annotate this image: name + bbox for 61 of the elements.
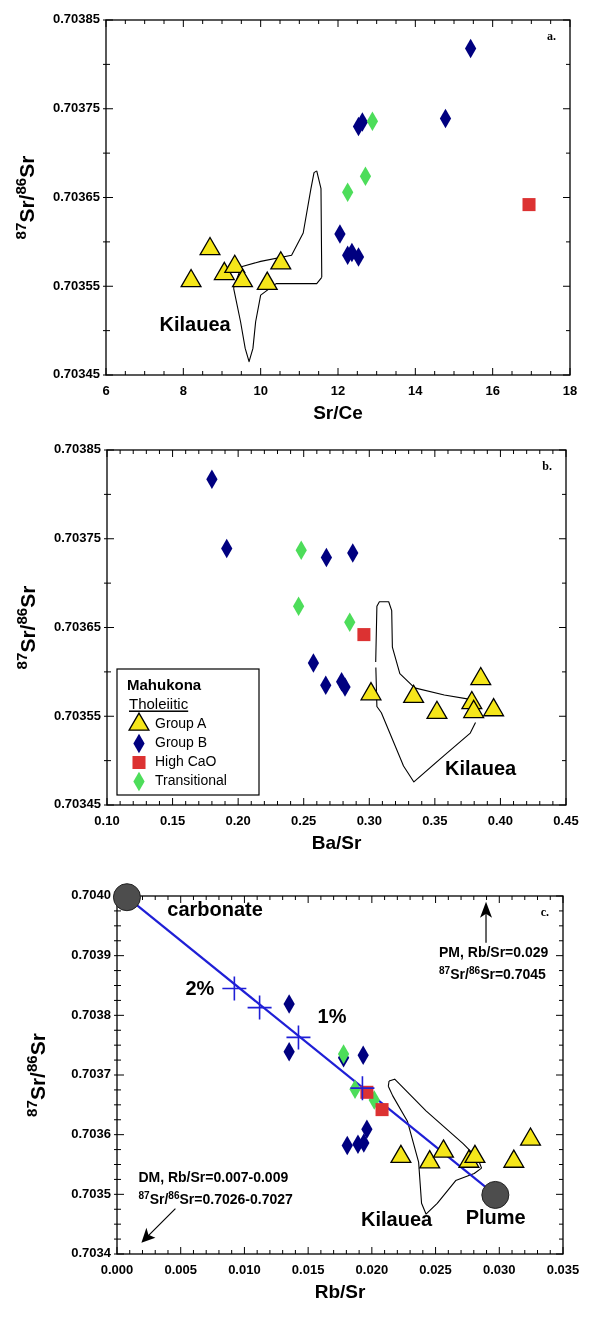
y-tick-label: 0.70345 [54,796,101,812]
annotation: Kilauea [361,1207,434,1230]
annotation: PM, Rb/Sr=0.029 $^{87}$Sr/$^{86}$Sr=0.7045 [439,943,549,982]
x-tick-label: 8 [179,383,187,398]
y-tick-label: 0.70385 [54,441,101,457]
x-tick-label: 0.025 [419,1262,452,1277]
x-tick-label: 0.25 [291,813,317,828]
y-tick-label: 0.70365 [54,618,101,634]
legend-label: High CaO [155,753,217,770]
x-tick-label: 0.005 [164,1262,197,1277]
annotation: Plume [465,1206,526,1229]
x-tick-label: 0.40 [487,813,514,828]
annotation: Kilauea [159,313,232,336]
y-tick-label: 0.7040 [71,887,111,903]
y-tick-label: 0.7036 [71,1126,111,1142]
x-axis-title: Sr/Ce [313,402,363,423]
legend-label: Group A [155,715,208,732]
x-axis-title: Rb/Sr [314,1281,366,1302]
y-tick-label: 0.7038 [71,1006,111,1022]
x-tick-label: 0.15 [159,813,186,828]
x-tick-label: 0.020 [355,1262,389,1277]
x-tick-label: 14 [408,383,424,398]
annotation: DM, Rb/Sr=0.007-0.009 $^{87}$Sr/$^{86}$Sr=0.7026-0.7027 [138,1168,294,1207]
y-tick-label: 0.7037 [71,1066,111,1082]
x-tick-label: 10 [253,383,268,398]
legend-label: Transitional [155,772,227,789]
y-tick-label: 0.7035 [71,1185,111,1201]
y-tick-label: 0.70375 [53,100,100,116]
y-tick-label: 0.70385 [53,11,100,27]
x-tick-label: 0.30 [356,813,382,828]
legend-label: Group B [155,734,208,751]
text: a. [547,29,556,43]
text: b. [542,459,552,473]
x-tick-label: 16 [485,383,500,398]
annotation: 1% [317,1005,347,1028]
x-tick-label: 0.000 [100,1262,134,1277]
x-tick-label: 12 [330,383,346,398]
x-tick-label: 18 [562,383,578,398]
y-tick-label: 0.70355 [54,707,101,723]
annotation: Tholeiitic [129,695,189,713]
x-axis-title: Ba/Sr [311,832,362,853]
annotation: Kilauea [445,756,518,779]
y-tick-label: 0.7034 [71,1245,112,1261]
annotation: 2% [185,977,215,1000]
x-tick-label: 0.20 [225,813,251,828]
x-tick-label: 0.10 [94,813,120,828]
y-tick-label: 0.70365 [53,188,100,204]
text: c. [540,905,549,919]
y-tick-label: 0.70345 [53,366,100,382]
y-tick-label: 0.70375 [54,530,101,546]
x-tick-label: 6 [102,383,110,398]
x-tick-label: 0.45 [553,813,579,828]
y-tick-label: 0.7039 [71,947,111,963]
x-tick-label: 0.030 [483,1262,516,1277]
x-tick-label: 0.010 [228,1262,261,1277]
annotation: carbonate [167,898,263,921]
x-tick-label: 0.015 [291,1262,325,1277]
x-tick-label: 0.035 [546,1262,580,1277]
x-tick-label: 0.35 [422,813,448,828]
legend-title: Mahukona [127,676,202,694]
y-tick-label: 0.70355 [53,277,100,293]
